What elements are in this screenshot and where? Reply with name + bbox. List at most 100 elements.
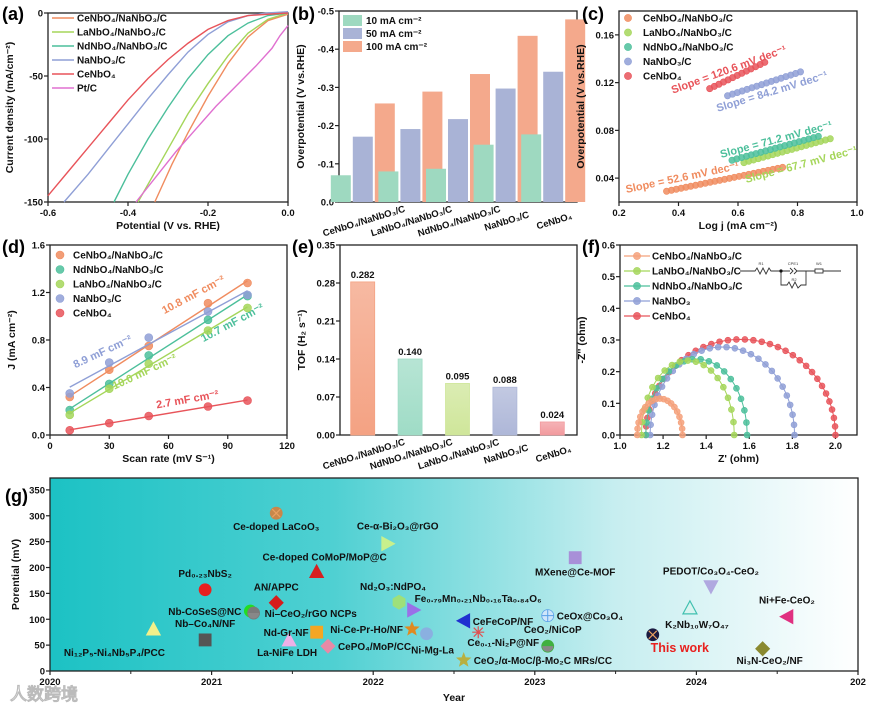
data-point xyxy=(203,298,213,308)
data-point xyxy=(727,375,735,383)
y-tick-label: 0.8 xyxy=(32,336,45,347)
data-point xyxy=(791,431,798,439)
y-tick-label: -0.3 xyxy=(318,83,334,94)
point-label: MXene@Ce-MOF xyxy=(535,568,615,579)
data-point xyxy=(706,345,714,352)
data-point xyxy=(677,419,685,426)
legend-marker xyxy=(624,57,632,66)
series-line xyxy=(649,346,796,436)
x-tick-label: 1.2 xyxy=(656,441,669,452)
data-point-circle xyxy=(420,627,433,641)
point-label: Ce-α-Bi₂O₃@rGO xyxy=(357,522,439,533)
point-label: Ni-Ce-Pr-Ho/NF xyxy=(330,625,403,636)
legend-marker xyxy=(624,72,632,80)
y-tick-label: 0.28 xyxy=(317,279,336,290)
y-tick-label: 100 xyxy=(29,615,45,626)
point-label: Ni₁₂P₅-Ni₄Nb₅P₄/PCC xyxy=(64,648,165,659)
x-tick-label: 202 xyxy=(850,677,866,688)
bar xyxy=(565,19,586,203)
watermark: 人数跨境 xyxy=(10,684,78,704)
data-point xyxy=(831,423,839,430)
point-label: Nd-Gr-NF xyxy=(264,628,309,639)
y-tick-label: 0.35 xyxy=(317,241,336,252)
data-point xyxy=(826,135,834,143)
y-tick-label: -100 xyxy=(24,135,43,146)
x-tick-label: 30 xyxy=(104,441,115,452)
data-point xyxy=(774,375,781,382)
bar-value-label: 0.095 xyxy=(446,371,470,382)
point-label: Nb-CoSeS@NC xyxy=(168,607,241,618)
data-point-star xyxy=(404,620,420,636)
data-point xyxy=(203,326,213,335)
legend-marker xyxy=(633,267,641,275)
y-tick-label: -0.2 xyxy=(318,121,334,132)
data-point xyxy=(741,336,749,343)
x-axis-title: Scan rate (mV S⁻¹) xyxy=(122,453,215,465)
bar xyxy=(352,136,373,202)
data-point xyxy=(634,425,641,432)
bar-value-label: 0.282 xyxy=(351,270,375,281)
data-point xyxy=(832,431,839,439)
legend-marker xyxy=(624,28,632,37)
data-point xyxy=(747,350,755,358)
data-point xyxy=(203,315,213,325)
x-tick-label: 1.4 xyxy=(700,441,714,452)
data-point xyxy=(698,347,705,354)
data-point-triangle-up xyxy=(145,621,162,636)
data-point xyxy=(104,418,114,428)
x-tick-label: 1.0 xyxy=(850,208,863,219)
y-axis-title: Porential (mV) xyxy=(10,539,22,610)
data-point-square xyxy=(568,551,582,565)
data-point xyxy=(714,374,721,382)
bar xyxy=(400,129,421,202)
y-axis-title: TOF (H₂ s⁻¹) xyxy=(296,310,308,371)
legend-label: CeNbO₄ xyxy=(643,72,682,83)
x-tick-label: 0 xyxy=(47,441,52,452)
data-point-square xyxy=(310,625,324,639)
series-line xyxy=(645,338,836,436)
y-tick-label: 350 xyxy=(29,485,45,496)
point-label: This work xyxy=(651,641,709,655)
data-point xyxy=(716,338,723,346)
data-point xyxy=(635,419,642,426)
panel-label: (b) xyxy=(292,4,315,24)
x-tick-label: 0.2 xyxy=(612,208,625,219)
legend-label: LaNbO₄/NaNbO₃/C xyxy=(643,28,732,39)
y-tick-label: 50 xyxy=(34,641,45,652)
data-point xyxy=(713,362,721,369)
data-point-hexagon xyxy=(392,594,406,610)
x-tick-label: -0.6 xyxy=(40,208,56,219)
x-tick-label: 2023 xyxy=(524,677,545,688)
series-line xyxy=(135,25,289,203)
y-tick-label: 200 xyxy=(29,563,45,574)
panel-label: (f) xyxy=(582,237,600,257)
x-tick-label: 1.8 xyxy=(786,441,799,452)
legend-marker xyxy=(55,250,65,260)
legend-label: NaNbO₃/C xyxy=(77,56,126,67)
legend-marker xyxy=(55,294,65,303)
data-point xyxy=(714,343,722,351)
circuit-label: CPE1 xyxy=(788,261,799,266)
data-point xyxy=(724,336,732,344)
y-tick-label: 1.6 xyxy=(32,241,45,252)
x-tick-label: 1.0 xyxy=(613,441,626,452)
x-axis-title: Potential (V vs. RHE) xyxy=(116,220,220,232)
panel-f: 1.0 1.2 1.4 1.6 1.8 2.0 0.0 0.1 0.2 0.3 0.4 0.5 0.6 Z… xyxy=(576,237,858,465)
legend-label: CeNbO₄ xyxy=(73,309,112,320)
panel-label: (a) xyxy=(2,4,24,24)
data-point xyxy=(737,395,745,403)
point-label: PEDOT/Co₃O₄-CeO₂ xyxy=(663,567,759,578)
legend-marker xyxy=(624,14,632,22)
circuit-label: R2 xyxy=(791,277,797,282)
y-tick-label: -150 xyxy=(24,198,43,209)
data-point xyxy=(733,336,740,343)
data-point xyxy=(731,345,739,352)
series-line xyxy=(113,12,289,203)
y-tick-label: 0.0 xyxy=(321,198,334,209)
series-line xyxy=(47,12,289,197)
data-point xyxy=(782,347,789,355)
data-point-diamond xyxy=(320,638,336,654)
panel-label: (g) xyxy=(5,486,28,506)
panel-e: 0.00 0.07 0.14 0.21 0.28 0.35 TOF (H₂ s⁻¹) (e) 0… xyxy=(292,237,578,472)
